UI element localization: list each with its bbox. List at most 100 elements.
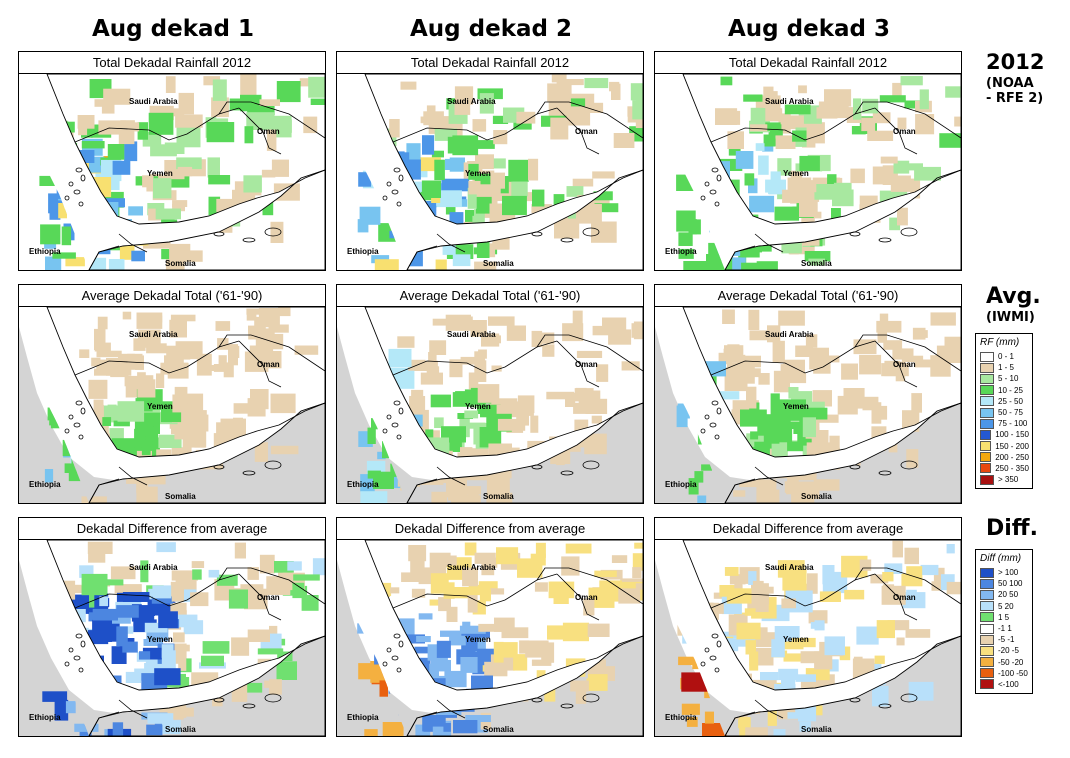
rainfall-cell [897,117,907,130]
rainfall-cell [40,224,61,245]
rainfall-cell [611,83,621,100]
difference-legend-row: -50 -20 [980,657,1029,668]
rainfall-cell [744,173,755,186]
difference-legend-swatch [980,612,994,623]
country-border [754,233,784,253]
rainfall-cell [613,133,635,148]
country-border [118,233,148,253]
rainfall-cell [531,330,543,348]
rainfall-cell [164,355,184,365]
rainfall-cell [774,206,799,221]
rainfall-cell [154,668,181,686]
rainfall-cell [856,626,879,645]
rainfall-cell [759,108,783,122]
place-label-somalia: Somalia [165,492,196,501]
island [398,407,404,415]
rainfall-cell [94,368,116,376]
island [75,167,83,173]
rainfall-cell [301,595,319,611]
rainfall-cell [879,190,908,203]
rainfall-cell [268,324,289,333]
rainfall-cell [635,583,643,590]
map-panel: Dekadal Difference from average Saudi Ara… [654,517,962,737]
rainfall-cell [745,727,768,736]
rainfall-cell [201,655,224,666]
rainfall-cell [750,124,768,132]
place-label-saudi: Saudi Arabia [765,330,814,339]
rainfall-cell [150,144,177,157]
rainfall-cell [853,339,877,355]
rainfall-cell [434,159,445,181]
rainfall-cell [137,122,148,140]
rainfall-cell [88,379,108,399]
rainfall-cell [312,558,325,576]
rainfall-cell [246,112,275,130]
place-label-ethiopia: Ethiopia [665,247,697,256]
island [700,661,706,667]
rainfall-cell [632,567,642,579]
rainfall-cell [877,331,887,343]
rainfall-cell [805,334,818,348]
column-header-dekad-3: Aug dekad 3 [728,16,890,42]
row-label-average-source: (IWMI) [986,310,1035,325]
rainfall-cell [681,672,709,692]
island [242,470,256,476]
rainfall-cell [890,175,911,192]
rainfall-cell [249,345,274,359]
rainfall-cell [511,181,528,197]
rainfall-cell [151,596,173,604]
map-svg: Saudi Arabia Oman Yemen Ethiopia Somalia [337,540,643,736]
rainfall-cell [116,605,139,618]
rainfall-cell [678,656,706,666]
rainfall-cell [425,429,434,438]
island [398,174,404,182]
rainfall-cell [553,597,569,604]
rainfall-legend-row: 10 - 25 [980,385,1029,396]
place-label-oman: Oman [257,360,280,369]
island [396,667,402,673]
rainfall-cell [824,636,845,656]
rainfall-cell [230,345,240,358]
rainfall-cell [578,393,590,405]
rainfall-cell [933,567,945,590]
difference-legend-swatch [980,623,994,634]
rainfall-cell [772,340,785,363]
coastline [406,169,643,270]
rainfall-cell [474,209,485,226]
rainfall-cell [68,470,82,482]
rainfall-cell [58,203,67,219]
rainfall-cell [436,640,451,658]
rainfall-legend-swatch [980,441,992,452]
rainfall-cell [257,648,284,655]
rainfall-cell [758,122,781,131]
rainfall-cell [892,540,903,558]
rainfall-cell [367,427,376,444]
panel-title: Dekadal Difference from average [337,518,643,540]
rainfall-cell [733,490,746,497]
rainfall-cell [45,256,62,270]
place-label-ethiopia: Ethiopia [29,713,61,722]
map-panel: Total Dekadal Rainfall 2012 Saudi Arabia O… [654,51,962,271]
country-border [556,573,600,621]
difference-legend-swatch [980,601,994,612]
rainfall-cell [814,184,835,200]
rainfall-cell [716,110,741,125]
rainfall-cell [884,360,901,377]
rainfall-cell [162,214,175,225]
rainfall-cell [883,340,903,350]
rainfall-cell [844,589,865,600]
rainfall-cell [872,685,889,707]
rainfall-cell [808,610,828,624]
rainfall-cell [447,136,471,154]
map-panel: Total Dekadal Rainfall 2012 Saudi Arabia O… [336,51,644,271]
rainfall-cell [632,100,643,120]
island [704,647,710,653]
island [878,470,892,476]
rainfall-cell [936,345,949,367]
rainfall-cell [92,608,118,621]
coastline [46,307,325,458]
island [716,174,722,182]
map-svg: Saudi Arabia Oman Yemen Ethiopia Somalia [655,540,961,736]
rainfall-cell [462,567,478,587]
rainfall-cell [440,630,462,637]
